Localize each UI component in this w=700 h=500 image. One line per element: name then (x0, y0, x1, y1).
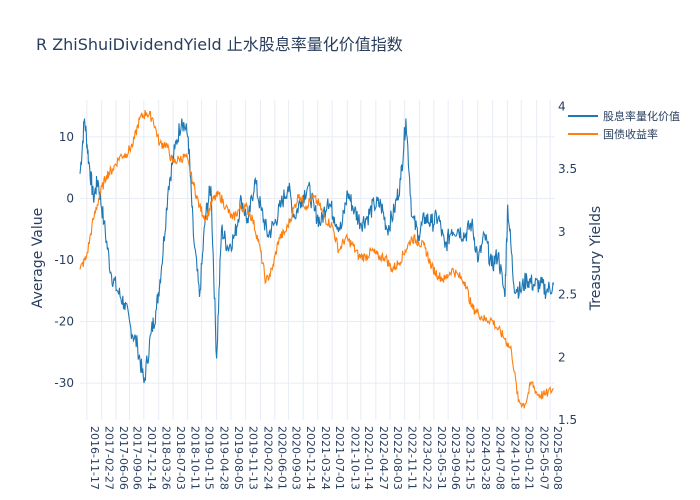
x-tick-label: 2020-06-01 (276, 426, 289, 490)
x-tick-label: 2025-05-07 (538, 426, 551, 490)
x-tick-label: 2023-05-31 (435, 426, 448, 490)
y-tick-label: -20 (54, 315, 74, 329)
x-tick-label: 2023-12-15 (464, 426, 477, 490)
x-tick-label: 2016-11-17 (88, 426, 101, 490)
x-tick-label: 2019-08-05 (232, 426, 245, 490)
x-tick-label: 2022-01-14 (362, 426, 375, 490)
y2-tick-label: 4 (558, 99, 566, 113)
x-tick-label: 2025-08-08 (551, 426, 564, 490)
x-tick-label: 2017-06-06 (117, 426, 130, 490)
x-tick-label: 2023-02-22 (421, 426, 434, 490)
y2-tick-label: 3 (558, 225, 566, 239)
y-tick-label: 10 (59, 130, 74, 144)
x-tick-label: 2020-12-14 (304, 426, 317, 490)
y2-tick-label: 1.5 (558, 413, 577, 427)
y-tick-label: 0 (66, 191, 74, 205)
y2-axis-ticks: 4 3.5 3 2.5 2 1.5 (558, 99, 577, 427)
x-tick-label: 2019-11-13 (247, 426, 260, 490)
x-tick-label: 2020-09-03 (289, 426, 302, 490)
y2-tick-label: 2.5 (558, 288, 577, 302)
y2-tick-label: 2 (558, 350, 566, 364)
series-line-1 (79, 110, 554, 409)
y2-axis-label: Treasury Yields (588, 206, 604, 311)
x-tick-label: 2024-07-08 (494, 426, 507, 490)
x-tick-label: 2017-12-14 (145, 426, 158, 490)
x-tick-label: 2023-09-06 (449, 426, 462, 490)
x-tick-label: 2018-10-11 (189, 426, 202, 490)
series-lines (79, 110, 555, 409)
x-axis-ticks: 2016-11-17 2017-02-27 2017-06-06 2017-09-06… (88, 426, 564, 490)
y-axis-ticks: 10 0 -10 -20 -30 (54, 130, 74, 390)
x-tick-label: 2017-09-06 (130, 426, 143, 490)
x-tick-label: 2024-03-28 (479, 426, 492, 490)
x-tick-label: 2020-02-24 (261, 426, 274, 490)
x-tick-label: 2018-07-03 (174, 426, 187, 490)
x-tick-label: 2022-04-27 (377, 426, 390, 490)
x-tick-label: 2021-07-01 (333, 426, 346, 490)
y-axis-label: Average Value (30, 208, 46, 308)
legend-item-0[interactable]: 股息率量化价值 (603, 109, 680, 123)
legend-item-1[interactable]: 国债收益率 (603, 127, 658, 141)
y-tick-label: -30 (54, 376, 74, 390)
x-tick-label: 2022-11-11 (406, 426, 419, 490)
gridlines (80, 100, 555, 420)
x-tick-label: 2021-10-13 (348, 426, 361, 490)
x-tick-label: 2024-10-18 (508, 426, 521, 490)
x-tick-label: 2021-03-24 (319, 426, 332, 490)
x-tick-label: 2022-08-03 (391, 426, 404, 490)
x-tick-label: 2025-01-21 (522, 426, 535, 490)
x-tick-label: 2019-01-15 (203, 426, 216, 490)
y2-tick-label: 3.5 (558, 162, 577, 176)
x-tick-label: 2017-02-27 (103, 426, 116, 490)
y-tick-label: -10 (54, 253, 74, 267)
x-tick-label: 2018-03-26 (160, 426, 173, 490)
x-tick-label: 2019-04-28 (218, 426, 231, 490)
series-line-0 (79, 118, 555, 384)
chart-title: R ZhiShuiDividendYield 止水股息率量化价值指数 (36, 35, 403, 54)
